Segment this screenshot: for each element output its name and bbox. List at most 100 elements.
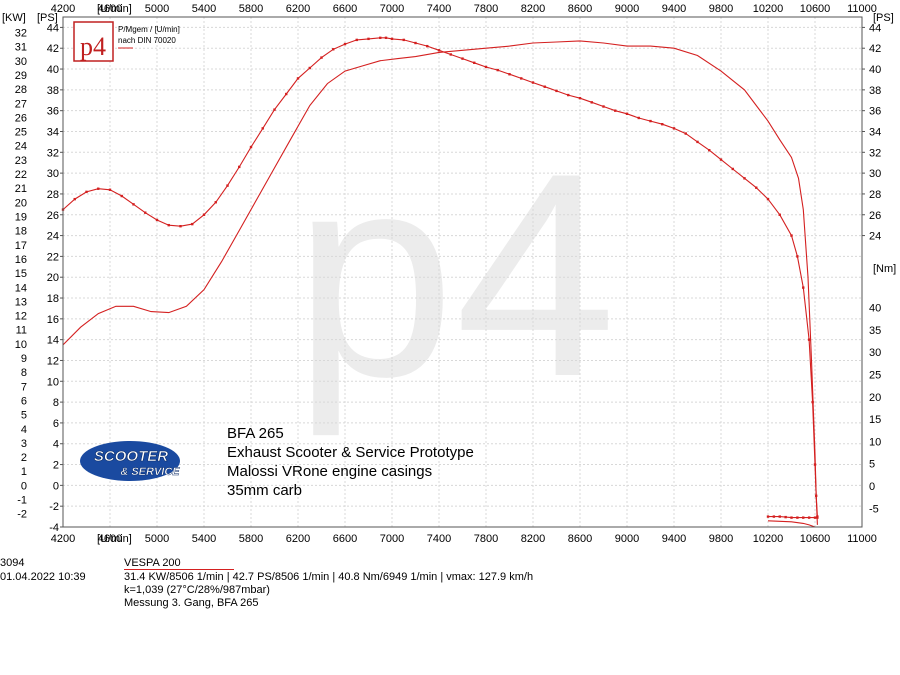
dyno-chart: p4 4200420046004600500050005400540058005…: [2, 3, 896, 545]
torque-marker: [719, 158, 723, 161]
torque-marker: [414, 41, 417, 45]
kw-tick-label: 29: [15, 70, 27, 82]
ps-tick-label-left: 20: [47, 272, 59, 284]
torque-marker: [73, 197, 76, 201]
torque-marker: [179, 225, 182, 228]
nm-tick-label: 5: [869, 459, 875, 471]
torque-marker: [296, 77, 300, 80]
ps-tick-label-left: 16: [47, 314, 59, 326]
kw-tick-label: 32: [15, 28, 27, 40]
torque-marker: [390, 37, 394, 41]
ps-tick-label-left: 4: [53, 439, 59, 451]
kw-tick-label: 31: [15, 42, 27, 54]
x-unit-label-top: [U/min]: [97, 3, 132, 15]
kw-tick-label: 17: [15, 240, 27, 252]
annotation-line-3: Malossi VRone engine casings: [227, 463, 432, 480]
ps-tick-label-left: 38: [47, 85, 59, 97]
x-tick-label-bottom: 7800: [474, 533, 498, 545]
torque-marker: [308, 66, 311, 70]
x-unit-label-bottom: [U/min]: [97, 533, 132, 545]
footer-correction: k=1,039 (27°C/28%/987mbar): [124, 584, 270, 596]
x-tick-label-bottom: 5000: [145, 533, 169, 545]
ps-tick-label-left: 14: [47, 335, 59, 347]
torque-marker: [684, 132, 687, 135]
scooter-logo-line1: SCOOTER: [94, 448, 168, 465]
torque-marker: [778, 213, 781, 216]
torque-marker: [167, 223, 170, 227]
torque-marker: [555, 89, 558, 93]
ps-tick-label-left: 6: [53, 418, 59, 430]
footer-summary: 31.4 KW/8506 1/min | 42.7 PS/8506 1/min …: [124, 571, 534, 583]
torque-marker: [449, 53, 452, 56]
torque-marker: [249, 145, 253, 149]
ps-tick-label-left: 36: [47, 106, 59, 118]
torque-marker: [355, 38, 358, 42]
torque-marker: [578, 96, 582, 100]
kw-tick-label: 27: [15, 98, 27, 110]
torque-marker: [402, 38, 405, 42]
annotation-line-4: 35mm carb: [227, 482, 302, 499]
torque-marker: [531, 81, 535, 84]
torque-marker: [567, 93, 570, 97]
footer-vehicle-underline: [124, 569, 234, 570]
ps-tick-label-right: 44: [869, 22, 881, 34]
torque-marker: [802, 286, 805, 289]
footer-date: 01.04.2022 10:39: [0, 571, 86, 583]
ps-tick-label-left: 28: [47, 189, 59, 201]
torque-marker: [661, 123, 664, 126]
torque-marker: [590, 101, 593, 104]
loss-marker: [778, 515, 781, 518]
x-tick-label-bottom: 11000: [847, 533, 877, 545]
x-tick-label-top: 9000: [615, 3, 639, 15]
torque-marker: [543, 85, 546, 88]
x-tick-label-bottom: 9400: [662, 533, 686, 545]
loss-marker: [790, 516, 793, 519]
ps-tick-label-left: 10: [47, 376, 59, 388]
x-tick-label-bottom: 8200: [521, 533, 545, 545]
loss-marker: [796, 516, 799, 519]
x-tick-label-bottom: 9800: [709, 533, 733, 545]
ps-tick-label-right: 34: [869, 126, 881, 138]
kw-tick-label: 2: [21, 452, 27, 464]
x-tick-label-top: 4600: [98, 3, 122, 15]
footer-measurement: Messung 3. Gang, BFA 265: [124, 597, 259, 609]
ps-tick-label-right: 28: [869, 189, 881, 201]
torque-marker: [332, 48, 335, 51]
ps-tick-label-right: 36: [869, 106, 881, 118]
x-tick-label-bottom: 4200: [51, 533, 75, 545]
torque-marker: [520, 77, 523, 80]
kw-tick-label: -2: [17, 509, 27, 521]
x-tick-label-bottom: 7400: [427, 533, 451, 545]
p4-logo: p4: [73, 21, 114, 62]
torque-marker: [731, 167, 734, 171]
kw-tick-label: 0: [21, 480, 27, 492]
loss-marker: [816, 516, 819, 519]
loss-curve: [768, 516, 818, 519]
x-tick-label-bottom: 10600: [800, 533, 831, 545]
torque-marker: [214, 201, 217, 204]
kw-tick-label: 9: [21, 353, 27, 365]
x-tick-label-top: 7800: [474, 3, 498, 15]
nm-tick-label: -5: [869, 503, 879, 515]
nm-tick-label: 30: [869, 347, 881, 359]
torque-marker: [226, 184, 229, 187]
kw-tick-label: 10: [15, 339, 27, 351]
ps-unit-label-right: [PS]: [873, 12, 894, 24]
ps-tick-label-left: 26: [47, 210, 59, 222]
x-tick-label-bottom: 6600: [333, 533, 357, 545]
p4-logo-text: p4: [80, 32, 106, 61]
x-tick-label-bottom: 5800: [239, 533, 263, 545]
ps-unit-label-left: [PS]: [37, 12, 58, 24]
x-tick-label-top: 7000: [380, 3, 404, 15]
torque-marker: [708, 149, 711, 152]
kw-tick-label: 4: [21, 424, 27, 436]
x-tick-label-top: 9800: [709, 3, 733, 15]
ps-tick-label-left: 34: [47, 126, 59, 138]
scooter-logo-line2: & SERVICE: [120, 466, 180, 478]
nm-tick-label: 20: [869, 392, 881, 404]
torque-marker: [496, 68, 499, 72]
ps-tick-label-left: 0: [53, 480, 59, 492]
kw-tick-label: 26: [15, 112, 27, 124]
kw-tick-label: 22: [15, 169, 27, 181]
nm-tick-label: 25: [869, 370, 881, 382]
